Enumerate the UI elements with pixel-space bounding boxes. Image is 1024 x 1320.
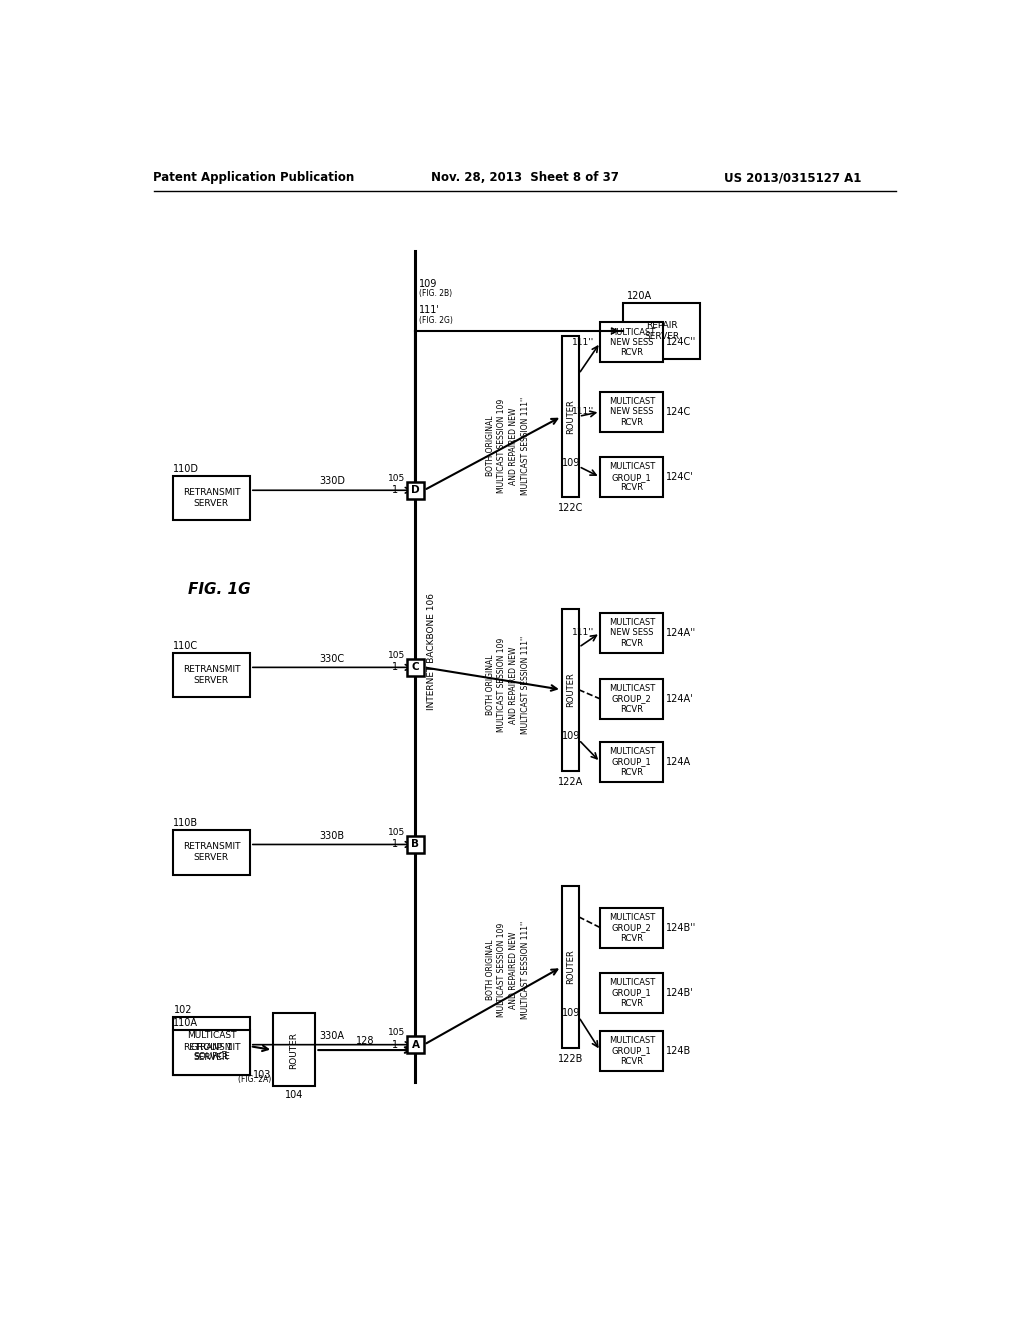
Bar — [407, 659, 424, 676]
Text: Nov. 28, 2013  Sheet 8 of 37: Nov. 28, 2013 Sheet 8 of 37 — [431, 172, 618, 185]
Text: 120A: 120A — [628, 290, 652, 301]
Text: 330A: 330A — [319, 1031, 345, 1040]
Text: BOTH ORIGINAL
MULTICAST SESSION 109
AND REPAIRED NEW
MULTICAST SESSION 111'': BOTH ORIGINAL MULTICAST SESSION 109 AND … — [485, 921, 530, 1019]
Text: 110C: 110C — [173, 642, 198, 651]
Text: MULTICAST
GROUP_1
RCVR: MULTICAST GROUP_1 RCVR — [608, 747, 655, 777]
Text: ROUTER: ROUTER — [565, 672, 574, 708]
Text: 1: 1 — [391, 486, 397, 495]
Text: REPAIR
SERVER: REPAIR SERVER — [644, 321, 679, 341]
Text: MULTICAST
GROUP_2
RCVR: MULTICAST GROUP_2 RCVR — [608, 912, 655, 942]
Text: ROUTER: ROUTER — [290, 1031, 298, 1069]
Text: US 2013/0315127 A1: US 2013/0315127 A1 — [724, 172, 861, 185]
FancyBboxPatch shape — [600, 1031, 664, 1071]
Text: 124B': 124B' — [666, 989, 693, 998]
Text: MULTICAST
GROUP_1
RCVR: MULTICAST GROUP_1 RCVR — [608, 1036, 655, 1065]
Text: FIG. 1G: FIG. 1G — [187, 582, 251, 597]
FancyBboxPatch shape — [173, 1030, 250, 1074]
Text: 102: 102 — [174, 1005, 193, 1015]
FancyBboxPatch shape — [173, 830, 250, 875]
Bar — [407, 1036, 424, 1053]
Text: 124A': 124A' — [666, 694, 693, 704]
FancyBboxPatch shape — [600, 908, 664, 948]
Text: 103: 103 — [253, 1069, 271, 1080]
Text: 111'': 111'' — [571, 628, 594, 638]
Text: 111'': 111'' — [571, 338, 594, 347]
Text: D: D — [412, 486, 420, 495]
Text: ROUTER: ROUTER — [565, 949, 574, 985]
Text: BOTH ORIGINAL
MULTICAST SESSION 109
AND REPAIRED NEW
MULTICAST SESSION 111'': BOTH ORIGINAL MULTICAST SESSION 109 AND … — [485, 636, 530, 734]
Text: 105: 105 — [388, 828, 406, 837]
Text: MULTICAST
GROUP_1
RCVR: MULTICAST GROUP_1 RCVR — [608, 462, 655, 492]
Text: 110D: 110D — [173, 465, 199, 474]
Text: 124C: 124C — [666, 407, 691, 417]
Text: 105: 105 — [388, 474, 406, 483]
Text: 105: 105 — [388, 651, 406, 660]
Text: 109: 109 — [562, 458, 581, 467]
FancyBboxPatch shape — [600, 322, 664, 363]
Text: 124C'': 124C'' — [666, 338, 696, 347]
Text: MULTICAST
NEW SESS
RCVR: MULTICAST NEW SESS RCVR — [608, 327, 655, 358]
Text: 1: 1 — [391, 663, 397, 672]
Text: 330B: 330B — [319, 830, 345, 841]
FancyBboxPatch shape — [562, 886, 579, 1048]
Text: 110A: 110A — [173, 1019, 198, 1028]
FancyBboxPatch shape — [600, 612, 664, 653]
Text: A: A — [412, 1040, 420, 1049]
FancyBboxPatch shape — [562, 335, 579, 498]
FancyBboxPatch shape — [600, 742, 664, 781]
Text: 124C': 124C' — [666, 473, 693, 482]
Text: 124A: 124A — [666, 758, 691, 767]
FancyBboxPatch shape — [600, 678, 664, 719]
Text: 109: 109 — [419, 279, 437, 289]
Text: RETRANSMIT
SERVER: RETRANSMIT SERVER — [182, 665, 241, 685]
Text: RETRANSMIT
SERVER: RETRANSMIT SERVER — [182, 1043, 241, 1063]
Text: 122C: 122C — [557, 503, 583, 513]
Text: 111': 111' — [419, 305, 440, 315]
Text: MULTICAST
GROUP_1
SOURCE: MULTICAST GROUP_1 SOURCE — [186, 1031, 237, 1061]
Text: Patent Application Publication: Patent Application Publication — [154, 172, 354, 185]
Text: 124B'': 124B'' — [666, 923, 696, 933]
Text: MULTICAST
GROUP_2
RCVR: MULTICAST GROUP_2 RCVR — [608, 684, 655, 714]
FancyBboxPatch shape — [600, 457, 664, 498]
FancyBboxPatch shape — [600, 392, 664, 432]
Text: 1: 1 — [391, 1040, 397, 1049]
Text: RETRANSMIT
SERVER: RETRANSMIT SERVER — [182, 842, 241, 862]
Text: 128: 128 — [356, 1036, 375, 1047]
FancyBboxPatch shape — [173, 475, 250, 520]
Text: RETRANSMIT
SERVER: RETRANSMIT SERVER — [182, 488, 241, 508]
FancyBboxPatch shape — [562, 609, 579, 771]
FancyBboxPatch shape — [624, 304, 700, 359]
Text: 122A: 122A — [558, 776, 583, 787]
Bar — [407, 836, 424, 853]
Text: 124A'': 124A'' — [666, 628, 696, 638]
Text: 104: 104 — [285, 1090, 303, 1100]
Text: 111'': 111'' — [571, 408, 594, 416]
Text: MULTICAST
NEW SESS
RCVR: MULTICAST NEW SESS RCVR — [608, 397, 655, 426]
Text: C: C — [412, 663, 419, 672]
Text: 109: 109 — [562, 1008, 581, 1018]
Text: 105: 105 — [388, 1028, 406, 1038]
FancyBboxPatch shape — [173, 653, 250, 697]
Text: BOTH ORIGINAL
MULTICAST SESSION 109
AND REPAIRED NEW
MULTICAST SESSION 111'': BOTH ORIGINAL MULTICAST SESSION 109 AND … — [485, 397, 530, 495]
Text: (FIG. 2G): (FIG. 2G) — [419, 315, 454, 325]
Text: 330C: 330C — [319, 653, 345, 664]
FancyBboxPatch shape — [273, 1014, 315, 1086]
Text: 109: 109 — [562, 731, 581, 741]
Text: ROUTER: ROUTER — [565, 399, 574, 434]
Text: INTERNET BACKBONE 106: INTERNET BACKBONE 106 — [427, 593, 436, 710]
Text: MULTICAST
GROUP_1
RCVR: MULTICAST GROUP_1 RCVR — [608, 978, 655, 1008]
Text: 1: 1 — [391, 840, 397, 850]
FancyBboxPatch shape — [600, 973, 664, 1014]
Text: (FIG. 2B): (FIG. 2B) — [419, 289, 453, 298]
Text: 110B: 110B — [173, 818, 198, 829]
Bar — [407, 482, 424, 499]
FancyBboxPatch shape — [173, 1016, 250, 1074]
Text: (FIG. 2A): (FIG. 2A) — [239, 1074, 271, 1084]
Text: 122B: 122B — [557, 1053, 583, 1064]
Text: MULTICAST
NEW SESS
RCVR: MULTICAST NEW SESS RCVR — [608, 618, 655, 648]
Text: 330D: 330D — [319, 477, 345, 487]
Text: 124B: 124B — [666, 1045, 691, 1056]
Text: B: B — [412, 840, 420, 850]
